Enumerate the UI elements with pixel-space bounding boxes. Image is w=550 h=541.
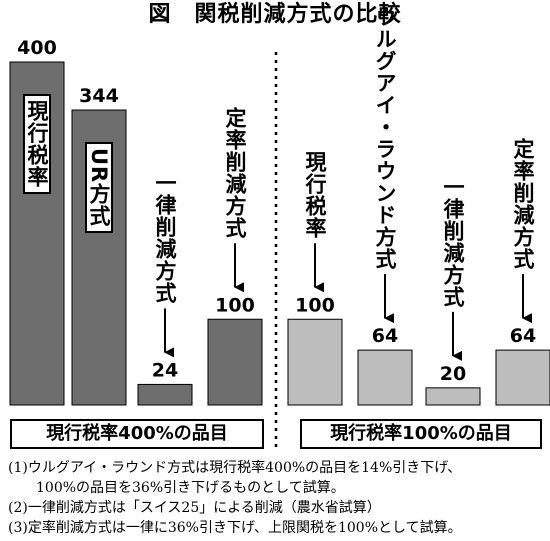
value-label-g1-2: 20	[440, 363, 466, 385]
bar-g1-3	[495, 349, 550, 406]
value-label-g0-0: 400	[17, 37, 57, 59]
value-label-g1-3: 64	[510, 325, 536, 347]
note-2: (2)一律削減方式は「スイス25」による削減（農水省試算）	[8, 500, 381, 516]
value-label-g0-3: 100	[215, 294, 255, 316]
note-1: (1)ウルグアイ・ラウンド方式は現行税率400%の品目を14%引き下げ、	[8, 460, 462, 476]
category-label-g1-3: 定率削減方式	[511, 138, 536, 271]
value-label-g1-0: 100	[295, 294, 335, 316]
category-label-g1-2: 一律削減方式	[441, 175, 466, 308]
group-label-100: 現行税率100%の品目	[300, 419, 542, 449]
bar-g1-1	[357, 349, 413, 406]
note-1-cont: 100%の品目を36%引き下げるものとして試算。	[36, 480, 345, 496]
value-label-g0-1: 344	[79, 85, 119, 107]
bar-g1-2	[425, 387, 481, 406]
bar-g0-3	[207, 318, 263, 406]
value-label-g0-2: 24	[152, 359, 178, 381]
footnotes: (1)ウルグアイ・ラウンド方式は現行税率400%の品目を14%引き下げ、 100…	[8, 458, 548, 538]
chart-title: 図 関税削減方式の比較	[148, 2, 402, 27]
bar-g0-2	[137, 383, 193, 406]
category-label-g0-0: 現行税率	[23, 94, 52, 194]
category-label-g0-3: 定率削減方式	[223, 107, 248, 240]
value-label-g1-1: 64	[372, 325, 398, 347]
note-3: (3)定率削減方式は一律に36%引き下げ、上限関税を100%として試算。	[8, 520, 462, 536]
category-label-g0-2: 一律削減方式	[153, 172, 178, 305]
bar-g1-0	[287, 318, 343, 406]
category-label-g0-1: UR方式	[85, 142, 114, 234]
group-label-400: 現行税率400%の品目	[10, 419, 264, 449]
category-label-g1-0: 現行税率	[303, 151, 328, 240]
category-label-g1-1: ウルグアイ・ラウンド方式	[373, 6, 398, 271]
